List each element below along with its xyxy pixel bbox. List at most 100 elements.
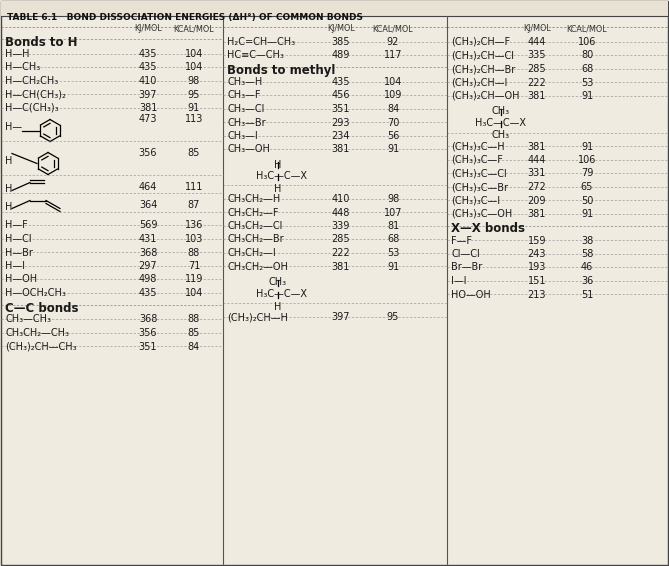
Text: (CH₃)₃C—Br: (CH₃)₃C—Br (451, 182, 508, 192)
Text: 91: 91 (387, 144, 399, 155)
Text: CH₃CH₂—Br: CH₃CH₂—Br (227, 234, 284, 245)
Text: H—CH₂CH₃: H—CH₂CH₃ (5, 76, 58, 86)
Text: 159: 159 (528, 235, 547, 246)
Text: 335: 335 (528, 50, 547, 61)
Text: 92: 92 (387, 37, 399, 47)
Text: 88: 88 (188, 247, 200, 258)
Text: 285: 285 (528, 64, 547, 74)
Text: H: H (5, 156, 12, 165)
Text: 91: 91 (387, 261, 399, 272)
Text: 88: 88 (188, 315, 200, 324)
Text: 473: 473 (138, 114, 157, 125)
Text: 109: 109 (384, 91, 402, 101)
Text: H—C(CH₃)₃: H—C(CH₃)₃ (5, 103, 59, 113)
Text: 435: 435 (138, 288, 157, 298)
Text: (CH₃)₃C—OH: (CH₃)₃C—OH (451, 209, 512, 219)
Text: HO—OH: HO—OH (451, 289, 491, 299)
Text: H—CH₃: H—CH₃ (5, 62, 40, 72)
Text: (CH₃)₂CH—CH₃: (CH₃)₂CH—CH₃ (5, 341, 77, 351)
Text: 91: 91 (581, 91, 593, 101)
Text: CH₃: CH₃ (492, 131, 510, 140)
Text: (CH₃)₂CH—OH: (CH₃)₂CH—OH (451, 91, 520, 101)
Text: H—OH: H—OH (5, 275, 37, 285)
Text: CH₃—I: CH₃—I (227, 131, 258, 141)
Text: KJ/MOL: KJ/MOL (327, 24, 355, 33)
Text: 58: 58 (581, 249, 593, 259)
Text: H: H (5, 185, 12, 195)
Text: KCAL/MOL: KCAL/MOL (174, 24, 214, 33)
Text: 104: 104 (185, 49, 203, 59)
Text: CH₃CH₂—CH₃: CH₃CH₂—CH₃ (5, 328, 69, 338)
Text: 65: 65 (581, 182, 593, 192)
Text: H—CH(CH₃)₂: H—CH(CH₃)₂ (5, 89, 66, 100)
Text: (CH₃)₂CH—Br: (CH₃)₂CH—Br (451, 64, 515, 74)
Text: CH₃CH₂—OH: CH₃CH₂—OH (227, 261, 288, 272)
Text: 385: 385 (332, 37, 351, 47)
Text: KJ/MOL: KJ/MOL (523, 24, 551, 33)
Text: H₃C—C—X: H₃C—C—X (475, 118, 526, 127)
Text: 435: 435 (138, 49, 157, 59)
Text: (CH₃)₃C—H: (CH₃)₃C—H (451, 142, 504, 152)
Text: 103: 103 (185, 234, 203, 244)
Text: 98: 98 (387, 194, 399, 204)
Text: 356: 356 (138, 328, 157, 338)
Text: 38: 38 (581, 235, 593, 246)
Text: X—X bonds: X—X bonds (451, 222, 525, 235)
Text: 107: 107 (384, 208, 402, 217)
Text: 410: 410 (332, 194, 350, 204)
Text: H—Br: H—Br (5, 247, 33, 258)
Text: 444: 444 (528, 155, 546, 165)
Text: 381: 381 (528, 142, 546, 152)
Text: 98: 98 (188, 76, 200, 86)
Text: (CH₃)₂CH—I: (CH₃)₂CH—I (451, 78, 507, 88)
Text: 368: 368 (138, 247, 157, 258)
Text: 68: 68 (387, 234, 399, 245)
Text: 297: 297 (138, 261, 157, 271)
Text: 381: 381 (138, 103, 157, 113)
Text: H: H (5, 203, 12, 212)
Text: 364: 364 (138, 199, 157, 209)
Text: 209: 209 (528, 195, 547, 205)
Text: 381: 381 (528, 91, 546, 101)
Text: H: H (274, 184, 282, 194)
Text: CH₃CH₂—F: CH₃CH₂—F (227, 208, 278, 217)
Text: H—H: H—H (5, 49, 29, 59)
Text: 569: 569 (138, 221, 157, 230)
Text: 448: 448 (332, 208, 350, 217)
Text: 81: 81 (387, 221, 399, 231)
Text: 351: 351 (138, 341, 157, 351)
Text: 70: 70 (387, 118, 399, 127)
Text: 222: 222 (332, 248, 351, 258)
Text: 71: 71 (188, 261, 200, 271)
Text: 293: 293 (332, 118, 351, 127)
Text: 464: 464 (138, 182, 157, 191)
Text: Br—Br: Br—Br (451, 263, 482, 272)
Text: KJ/MOL: KJ/MOL (134, 24, 162, 33)
Text: H: H (274, 302, 282, 312)
Text: 356: 356 (138, 148, 157, 157)
Text: 95: 95 (387, 312, 399, 322)
Text: 136: 136 (185, 221, 203, 230)
Text: 106: 106 (578, 155, 596, 165)
Text: 95: 95 (188, 89, 200, 100)
Text: 435: 435 (138, 62, 157, 72)
Text: 431: 431 (138, 234, 157, 244)
Text: HC≡C—CH₃: HC≡C—CH₃ (227, 50, 284, 61)
Text: F—F: F—F (451, 235, 472, 246)
Text: CH₃—H: CH₃—H (227, 77, 262, 87)
Text: 85: 85 (188, 328, 200, 338)
Text: 53: 53 (581, 78, 593, 88)
Text: I—I: I—I (451, 276, 466, 286)
Text: H—Cl: H—Cl (5, 234, 31, 244)
Text: 444: 444 (528, 37, 546, 47)
Text: C—C bonds: C—C bonds (5, 302, 78, 315)
Text: CH₃CH₂—Cl: CH₃CH₂—Cl (227, 221, 282, 231)
Text: 498: 498 (138, 275, 157, 285)
Text: CH₃: CH₃ (492, 105, 510, 115)
Text: 91: 91 (581, 142, 593, 152)
Text: KCAL/MOL: KCAL/MOL (373, 24, 413, 33)
Text: 56: 56 (387, 131, 399, 141)
Text: 381: 381 (528, 209, 546, 219)
Text: 222: 222 (528, 78, 547, 88)
Text: CH₃: CH₃ (269, 277, 287, 287)
